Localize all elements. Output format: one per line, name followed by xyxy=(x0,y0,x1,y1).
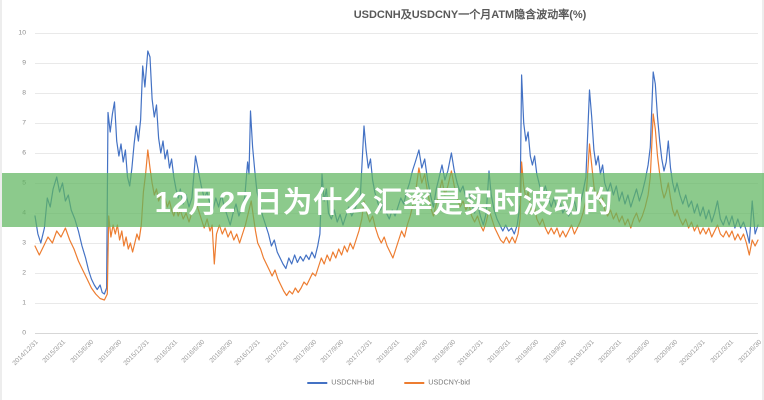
y-tick-label: 2 xyxy=(22,268,26,277)
legend-label-usdcnh: USDCNH-bid xyxy=(331,378,375,387)
gridline-y1 xyxy=(35,303,758,304)
y-tick-label: 3 xyxy=(22,238,26,247)
legend-swatch-usdcny-icon xyxy=(404,382,425,384)
gridline-y3 xyxy=(35,243,758,244)
y-tick-label: 10 xyxy=(18,28,26,37)
y-tick-label: 7 xyxy=(22,118,26,127)
gridline-y0 xyxy=(35,333,758,334)
y-tick-label: 0 xyxy=(22,328,26,337)
legend-swatch-usdcnh-icon xyxy=(307,382,328,384)
gridline-y2 xyxy=(35,273,758,274)
y-tick-label: 8 xyxy=(22,88,26,97)
gridline-y8 xyxy=(35,93,758,94)
y-tick-label: 1 xyxy=(22,298,26,307)
gridline-y10 xyxy=(35,33,758,34)
gridline-y9 xyxy=(35,63,758,64)
headline-banner: 12月27日为什么汇率是实时波动的 xyxy=(2,173,764,227)
headline-text: 12月27日为什么汇率是实时波动的 xyxy=(154,187,614,219)
chart-title: USDCNH及USDCNY一个月ATM隐含波动率(%) xyxy=(353,9,587,21)
legend-label-usdcny: USDCNY-bid xyxy=(428,378,471,387)
legend: USDCNH-bid USDCNY-bid xyxy=(307,378,486,388)
y-tick-label: 9 xyxy=(22,58,26,67)
gridline-y6 xyxy=(35,153,758,154)
y-tick-label: 6 xyxy=(22,148,26,157)
gridline-y7 xyxy=(35,123,758,124)
legend-item-usdcnh: USDCNH-bid xyxy=(307,378,390,388)
legend-item-usdcny: USDCNY-bid xyxy=(404,378,487,388)
